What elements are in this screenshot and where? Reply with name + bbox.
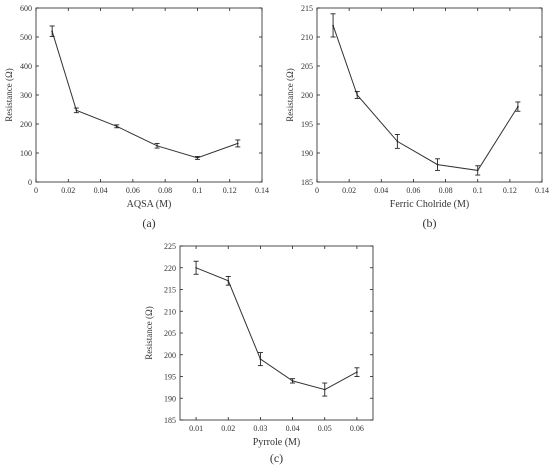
y-tick-label: 205 bbox=[301, 62, 313, 71]
x-tick-label: 0.1 bbox=[192, 186, 202, 195]
y-tick-label: 195 bbox=[301, 120, 313, 129]
x-tick-label: 0.06 bbox=[350, 424, 364, 433]
data-point bbox=[195, 266, 197, 269]
y-tick-label: 225 bbox=[164, 242, 176, 251]
chart-panel-1: 0 0.02 0.04 0.06 0.08 0.1 0.12 0.14 0 100 200 300 40… bbox=[4, 4, 269, 230]
data-point bbox=[236, 142, 239, 145]
x-tick-label: 0.05 bbox=[318, 424, 332, 433]
data-point bbox=[291, 380, 294, 382]
x-tick-label: 0.1 bbox=[473, 186, 483, 195]
data-point bbox=[436, 163, 439, 166]
y-tick-label: 300 bbox=[20, 91, 32, 100]
y-tick-label: 200 bbox=[20, 120, 32, 129]
data-point bbox=[356, 371, 358, 373]
x-tick-label: 0.12 bbox=[223, 186, 237, 195]
data-point bbox=[517, 105, 519, 108]
y-tick-label: 100 bbox=[20, 149, 32, 158]
x-tick-label: 0.08 bbox=[158, 186, 172, 195]
x-axis-label: Pyrrole (M) bbox=[253, 437, 301, 448]
data-point bbox=[51, 30, 53, 32]
x-tick-label: 0.06 bbox=[406, 186, 420, 195]
y-tick-label: 205 bbox=[164, 329, 176, 338]
y-axis-label: Resistance (Ω) bbox=[144, 306, 154, 359]
y-axis-label: Resistance (Ω) bbox=[4, 68, 14, 121]
y-tick-label: 500 bbox=[20, 33, 32, 42]
x-axis-label: AQSA (M) bbox=[127, 199, 172, 210]
series-line bbox=[332, 25, 519, 171]
y-tick-label: 600 bbox=[20, 4, 32, 13]
data-point bbox=[156, 144, 158, 147]
x-tick-label: 0.01 bbox=[189, 424, 203, 433]
series-line bbox=[51, 31, 238, 159]
plot-frame bbox=[179, 245, 374, 421]
x-tick-label: 0.06 bbox=[126, 186, 140, 195]
y-tick-label: 210 bbox=[301, 33, 313, 42]
x-tick-label: 0.02 bbox=[221, 424, 235, 433]
data-point bbox=[476, 169, 479, 172]
data-point bbox=[356, 94, 358, 96]
data-point bbox=[115, 125, 118, 128]
x-tick-label: 0.03 bbox=[253, 424, 267, 433]
plot-frame bbox=[316, 7, 543, 183]
x-tick-label: 0.14 bbox=[535, 186, 549, 195]
panel-label: (a) bbox=[142, 216, 155, 230]
data-point bbox=[259, 358, 262, 360]
y-tick-label: 200 bbox=[164, 351, 176, 360]
y-tick-label: 0 bbox=[28, 178, 32, 187]
x-tick-label: 0 bbox=[315, 186, 319, 195]
panel-label: (c) bbox=[270, 451, 283, 465]
y-tick-label: 190 bbox=[164, 394, 176, 403]
y-tick-label: 220 bbox=[164, 264, 176, 273]
plot-frame bbox=[35, 7, 263, 183]
y-tick-label: 195 bbox=[164, 373, 176, 382]
data-point bbox=[323, 388, 326, 391]
x-tick-label: 0.08 bbox=[439, 186, 453, 195]
x-tick-label: 0.14 bbox=[255, 186, 269, 195]
x-tick-label: 0 bbox=[34, 186, 38, 195]
chart-panel-3: 0.01 0.02 0.03 0.04 0.05 0.06 185 190 195 200 205 2… bbox=[144, 242, 374, 465]
y-tick-label: 215 bbox=[164, 286, 176, 295]
y-axis-label: Resistance (Ω) bbox=[285, 68, 295, 121]
data-point bbox=[396, 140, 399, 143]
data-point bbox=[75, 109, 78, 112]
y-tick-label: 190 bbox=[301, 149, 313, 158]
x-tick-label: 0.02 bbox=[342, 186, 356, 195]
y-tick-label: 200 bbox=[301, 91, 313, 100]
y-tick-label: 185 bbox=[301, 178, 313, 187]
y-tick-label: 400 bbox=[20, 62, 32, 71]
y-tick-label: 185 bbox=[164, 416, 176, 425]
x-tick-label: 0.04 bbox=[94, 186, 108, 195]
y-tick-label: 210 bbox=[164, 307, 176, 316]
data-point bbox=[227, 280, 230, 282]
x-tick-label: 0.02 bbox=[61, 186, 75, 195]
data-point bbox=[332, 24, 334, 27]
x-tick-label: 0.04 bbox=[286, 424, 300, 433]
y-tick-label: 215 bbox=[301, 4, 313, 13]
panel-label: (b) bbox=[423, 216, 437, 230]
chart-panel-2: 0 0.02 0.04 0.06 0.08 0.1 0.12 0.14 185 190 195 200… bbox=[285, 4, 549, 230]
series-line bbox=[195, 267, 358, 391]
data-point bbox=[196, 157, 199, 159]
x-axis-label: Ferric Cholride (M) bbox=[390, 199, 469, 210]
x-tick-label: 0.04 bbox=[374, 186, 388, 195]
x-tick-label: 0.12 bbox=[503, 186, 517, 195]
